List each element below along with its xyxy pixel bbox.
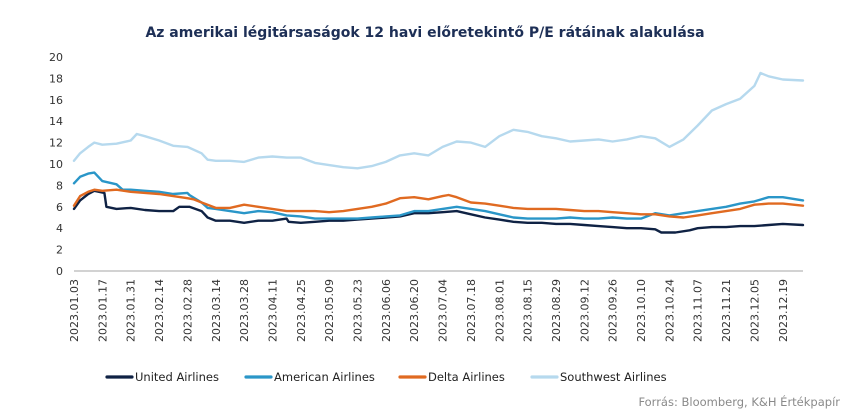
y-tick-label: 4	[56, 222, 63, 235]
x-tick-label: 2023.02.14	[153, 279, 166, 342]
source-note: Forrás: Bloomberg, K&H Értékpapír	[638, 394, 840, 409]
legend-label-southwest-airlines: Southwest Airlines	[560, 370, 667, 384]
x-tick-label: 2023.07.04	[437, 279, 450, 342]
x-tick-label: 2023.11.21	[720, 279, 733, 342]
x-tick-label: 2023.01.03	[68, 279, 81, 342]
y-tick-label: 8	[56, 179, 63, 192]
y-tick-label: 6	[56, 201, 63, 214]
series-lines	[72, 71, 805, 234]
x-tick-label: 2023.01.31	[125, 279, 138, 342]
x-tick-label: 2023.08.29	[550, 279, 563, 342]
x-axis-ticks: 2023.01.03 2023.01.17 2023.01.31 2023.02.14…	[68, 279, 790, 342]
x-tick-label: 2023.09.12	[578, 279, 591, 342]
legend: United Airlines American Airlines Delta Ai…	[105, 370, 667, 384]
x-tick-label: 2023.04.25	[295, 279, 308, 342]
x-tick-label: 2023.09.26	[607, 279, 620, 342]
x-tick-label: 2023.07.18	[465, 279, 478, 342]
x-tick-label: 2023.10.10	[635, 279, 648, 342]
y-tick-label: 18	[49, 72, 63, 85]
x-tick-label: 2023.05.09	[323, 279, 336, 342]
x-tick-label: 2023.12.05	[748, 279, 761, 342]
x-tick-label: 2023.08.01	[493, 279, 506, 342]
x-tick-label: 2023.06.06	[380, 279, 393, 342]
y-axis-ticks: 0 2 4 6 8 10 12 14 16 18 20	[49, 51, 63, 278]
y-tick-label: 14	[49, 115, 63, 128]
x-tick-label: 2023.02.28	[181, 279, 194, 342]
x-tick-label: 2023.12.19	[777, 279, 790, 342]
chart-title: Az amerikai légitársaságok 12 havi előre…	[145, 25, 704, 41]
legend-label-delta-airlines: Delta Airlines	[428, 370, 505, 384]
x-tick-label: 2023.03.14	[210, 279, 223, 342]
x-tick-label: 2023.10.24	[663, 279, 676, 342]
legend-label-american-airlines: American Airlines	[274, 370, 375, 384]
y-tick-label: 2	[56, 244, 63, 257]
x-tick-label: 2023.08.15	[522, 279, 535, 342]
y-tick-label: 20	[49, 51, 63, 64]
y-tick-label: 12	[49, 137, 63, 150]
legend-label-united-airlines: United Airlines	[135, 370, 219, 384]
series-line-delta-airlines	[72, 188, 805, 219]
x-tick-label: 2023.01.17	[96, 279, 109, 342]
y-tick-label: 16	[49, 94, 63, 107]
x-tick-label: 2023.04.11	[266, 279, 279, 342]
x-tick-label: 2023.05.23	[352, 279, 365, 342]
x-tick-label: 2023.03.28	[238, 279, 251, 342]
y-tick-label: 0	[56, 265, 63, 278]
x-tick-label: 2023.06.20	[408, 279, 421, 342]
x-tick-label: 2023.11.07	[692, 279, 705, 342]
series-line-southwest-airlines	[72, 71, 805, 170]
y-tick-label: 10	[49, 158, 63, 171]
